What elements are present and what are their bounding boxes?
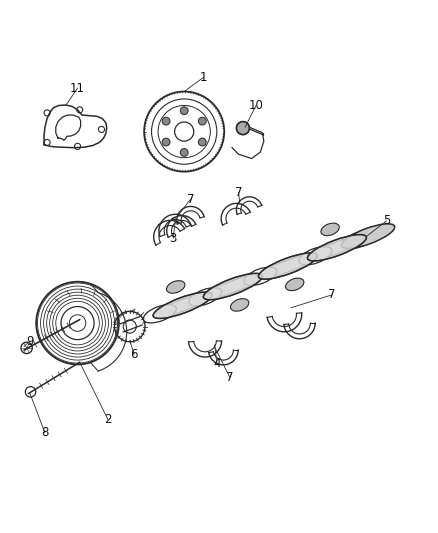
Text: 9: 9	[26, 335, 33, 348]
Circle shape	[198, 138, 206, 146]
Circle shape	[162, 138, 170, 146]
Text: 5: 5	[383, 214, 390, 227]
Ellipse shape	[230, 298, 249, 311]
Text: 1: 1	[200, 71, 208, 84]
Ellipse shape	[286, 278, 304, 290]
Text: 7: 7	[187, 192, 194, 206]
Ellipse shape	[341, 224, 395, 248]
Circle shape	[237, 122, 250, 135]
Ellipse shape	[307, 235, 367, 261]
Ellipse shape	[153, 292, 212, 318]
Circle shape	[162, 117, 170, 125]
Ellipse shape	[166, 281, 185, 293]
Circle shape	[180, 107, 188, 115]
Text: 4: 4	[213, 357, 221, 369]
Text: 3: 3	[170, 232, 177, 245]
Ellipse shape	[258, 253, 318, 279]
Text: 10: 10	[248, 99, 263, 112]
Ellipse shape	[203, 273, 262, 300]
Text: 6: 6	[131, 348, 138, 361]
Text: 7: 7	[226, 371, 233, 384]
Text: 11: 11	[70, 82, 85, 94]
Text: 8: 8	[41, 426, 49, 439]
Text: 7: 7	[328, 288, 336, 301]
Circle shape	[180, 149, 188, 156]
Ellipse shape	[321, 223, 339, 236]
Text: 7: 7	[235, 186, 242, 199]
Text: 2: 2	[104, 413, 112, 426]
Circle shape	[198, 117, 206, 125]
